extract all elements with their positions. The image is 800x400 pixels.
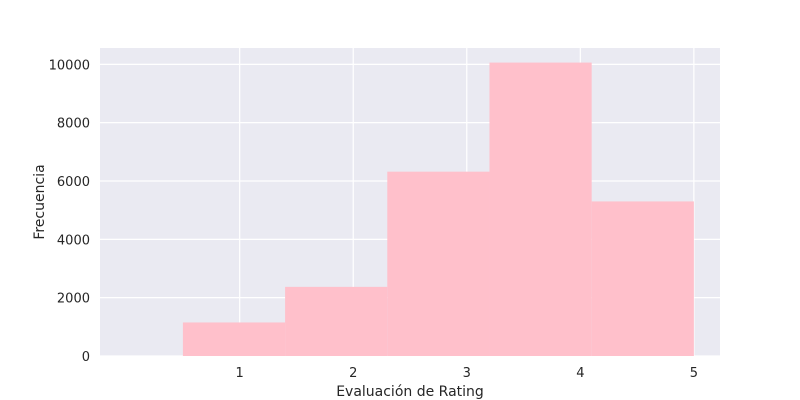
y-axis-ticks: 0 2000 4000 6000 8000 10000 (49, 58, 90, 365)
x-axis-label: Evaluación de Rating (336, 384, 484, 400)
histogram-bar-1 (182, 322, 286, 356)
y-tick-label: 8000 (57, 117, 90, 132)
x-tick-label: 3 (463, 366, 471, 381)
y-tick-label: 4000 (57, 233, 90, 248)
x-tick-label: 1 (236, 366, 244, 381)
x-tick-label: 4 (576, 366, 584, 381)
y-axis-label: Frecuencia (32, 164, 48, 239)
histogram-bar-4 (489, 62, 592, 356)
x-axis-ticks: 1 2 3 4 5 (236, 366, 698, 381)
y-tick-label: 2000 (57, 292, 90, 307)
y-tick-label: 10000 (49, 58, 90, 73)
x-tick-label: 5 (690, 366, 698, 381)
histogram-bars (182, 62, 694, 356)
x-tick-label: 2 (349, 366, 357, 381)
histogram-bar-3 (387, 171, 490, 356)
y-tick-label: 0 (82, 350, 90, 365)
histogram-bar-2 (285, 286, 388, 356)
y-tick-label: 6000 (57, 175, 90, 190)
histogram-bar-5 (591, 201, 694, 356)
